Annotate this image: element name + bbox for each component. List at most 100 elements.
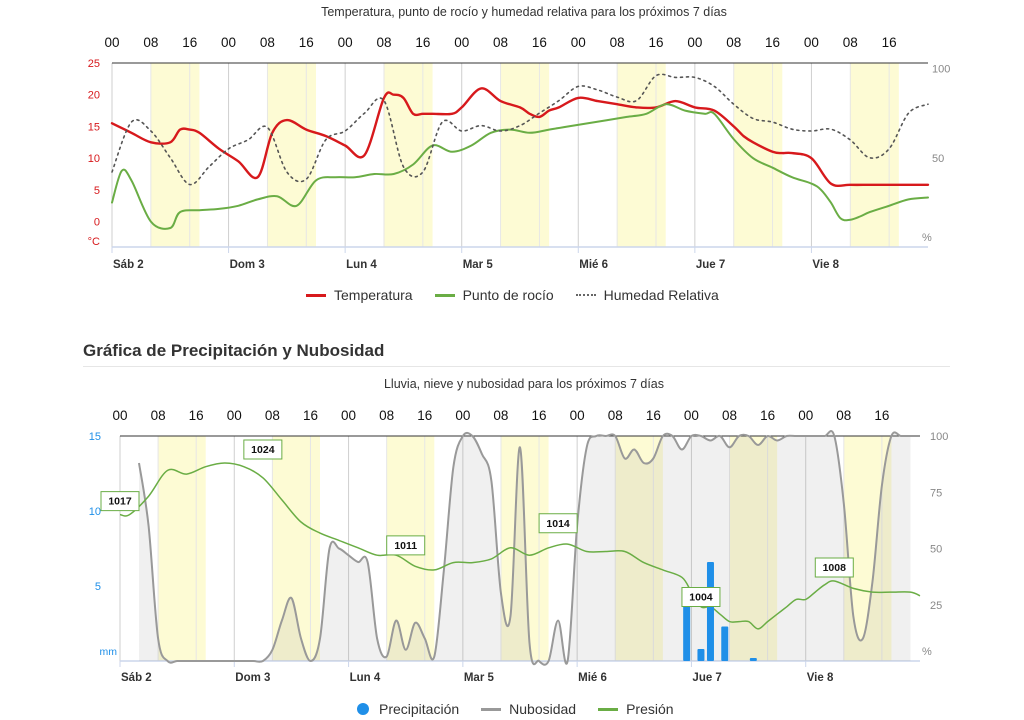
series-line-humedad-relativa <box>111 73 929 186</box>
hour-label: 00 <box>104 35 119 50</box>
hour-label: 00 <box>798 408 813 423</box>
hour-label: 00 <box>112 408 127 423</box>
y-tick-label: 10 <box>88 153 100 165</box>
pressure-label-text: 1024 <box>251 444 275 456</box>
hour-label: 08 <box>265 408 280 423</box>
y-tick-label: 25 <box>88 58 100 70</box>
pressure-label-box <box>538 513 578 534</box>
precip-bar <box>721 626 729 661</box>
pressure-label: 1004 <box>681 587 721 607</box>
pressure-label-text: 1004 <box>689 592 713 604</box>
day-label: Mar 5 <box>464 672 495 684</box>
y-axis-unit: mm <box>100 646 118 658</box>
precip-bar <box>749 658 757 661</box>
night-band <box>500 63 550 247</box>
pressure-label: 1011 <box>386 535 426 556</box>
hour-label: 08 <box>726 35 741 50</box>
legend-label: Nubosidad <box>509 701 577 717</box>
y2-tick-label: 50 <box>932 153 944 165</box>
legend-swatch <box>434 293 455 297</box>
hour-label: 16 <box>648 35 663 50</box>
day-label: Lun 4 <box>346 259 377 271</box>
hour-label: 08 <box>610 35 625 50</box>
pressure-label: 1017 <box>100 491 140 512</box>
night-band <box>615 436 663 661</box>
y-tick-label: 10 <box>89 506 101 518</box>
night-band <box>850 63 899 247</box>
y2-tick-label: 75 <box>930 487 942 499</box>
y-tick-label: 20 <box>88 90 100 102</box>
hour-label: 00 <box>455 408 470 423</box>
legend-item-nubosidad[interactable]: Nubosidad <box>481 701 576 717</box>
day-label: Vie 8 <box>812 259 839 271</box>
night-band <box>617 63 666 247</box>
hour-label: 16 <box>303 408 318 423</box>
hour-label: 00 <box>338 35 353 50</box>
night-band <box>150 63 200 247</box>
hour-label: 08 <box>843 35 858 50</box>
legend-swatch <box>481 707 502 711</box>
pressure-label-box <box>386 535 426 556</box>
legend-item-precipitacion[interactable]: Precipitación <box>357 701 459 717</box>
pressure-label: 1008 <box>814 557 854 578</box>
day-label: Dom 3 <box>235 672 270 684</box>
hour-label: 00 <box>687 35 702 50</box>
hour-label: 00 <box>684 408 699 423</box>
day-label: Mié 6 <box>578 672 607 684</box>
series-line-punto-de-rocio <box>111 103 929 230</box>
hour-label: 16 <box>532 408 547 423</box>
day-label: Dom 3 <box>230 259 265 271</box>
hour-label: 00 <box>571 35 586 50</box>
legend-item-temperatura[interactable]: Temperatura <box>306 287 413 303</box>
pressure-label-text: 1017 <box>108 496 132 508</box>
hour-label: 00 <box>221 35 236 50</box>
legend-item-punto-de-rocio[interactable]: Punto de rocío <box>434 287 554 303</box>
day-label: Mié 6 <box>579 259 608 271</box>
y2-tick-label: 25 <box>930 600 942 612</box>
legend-precipitation-chart: Precipitación Nubosidad Presión <box>357 701 696 717</box>
hour-label: 08 <box>379 408 394 423</box>
night-band <box>267 63 316 247</box>
chart-temperature: Temperatura, punto de rocío y humedad re… <box>88 5 951 271</box>
pressure-label-text: 1011 <box>394 540 417 552</box>
hour-label: 08 <box>493 408 508 423</box>
legend-item-humedad-relativa[interactable]: Humedad Relativa <box>575 287 719 303</box>
night-band <box>733 63 783 247</box>
hour-label: 16 <box>882 35 897 50</box>
hour-label: 00 <box>341 408 356 423</box>
hour-label: 08 <box>836 408 851 423</box>
y-tick-label: 5 <box>94 185 100 197</box>
legend-item-presion[interactable]: Presión <box>598 701 674 717</box>
hour-label: 08 <box>151 408 166 423</box>
section-divider <box>83 366 950 367</box>
legend-swatch <box>598 707 619 711</box>
pressure-label: 1014 <box>538 513 578 534</box>
hour-label: 08 <box>376 35 391 50</box>
y2-tick-label: 100 <box>932 64 950 76</box>
hour-label: 16 <box>532 35 547 50</box>
hour-label: 16 <box>417 408 432 423</box>
chart-title: Lluvia, nieve y nubosidad para los próxi… <box>384 377 664 391</box>
day-label: Sáb 2 <box>113 259 144 271</box>
legend-swatch <box>357 703 369 715</box>
hour-label: 16 <box>765 35 780 50</box>
day-label: Mar 5 <box>463 259 494 271</box>
y-axis-unit: °C <box>88 236 100 248</box>
day-label: Vie 8 <box>807 672 834 684</box>
hour-label: 00 <box>227 408 242 423</box>
pressure-label-text: 1008 <box>823 562 847 574</box>
legend-label: Temperatura <box>334 287 413 303</box>
hour-label: 16 <box>760 408 775 423</box>
precip-bar <box>706 562 714 661</box>
section-title: Gráfica de Precipitación y Nubosidad <box>83 341 385 360</box>
legend-swatch <box>306 293 326 297</box>
day-label: Jue 7 <box>696 259 725 271</box>
y-tick-label: 15 <box>89 431 101 443</box>
day-label: Jue 7 <box>692 672 721 684</box>
y2-tick-label: 100 <box>930 431 948 443</box>
legend-temperature-chart: Temperatura Punto de rocío Humedad Relat… <box>306 287 741 303</box>
pressure-label-box <box>681 587 721 607</box>
night-band <box>384 63 433 247</box>
day-label: Sáb 2 <box>121 672 152 684</box>
